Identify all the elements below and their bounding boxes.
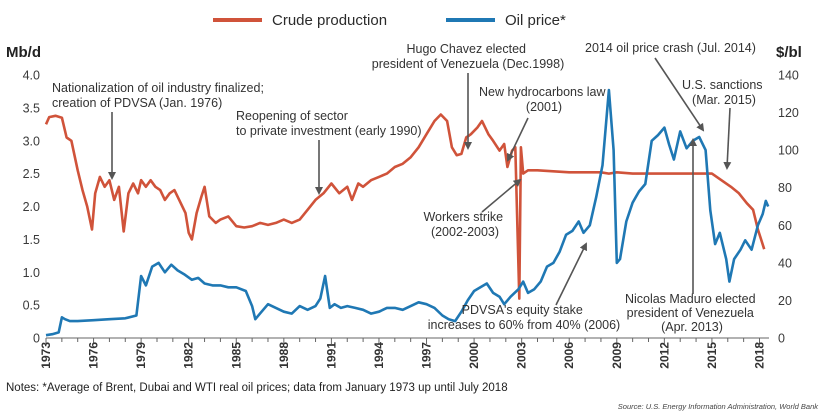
x-tick-label: 2018 — [752, 342, 766, 369]
series-oil-price-line — [45, 88, 770, 337]
y-right-tick-label: 0 — [778, 332, 785, 346]
y-right-tick-label: 100 — [778, 144, 799, 158]
arrow-hydrocarbons — [506, 117, 529, 162]
y-right-tick-label: 140 — [778, 69, 799, 83]
legend-crude-label: Crude production — [272, 12, 387, 29]
annotation-arrows — [108, 57, 732, 306]
x-tick-label: 2009 — [610, 342, 624, 369]
x-tick-label: 1973 — [39, 342, 53, 369]
chart-source: Source: U.S. Energy Information Administ… — [618, 402, 819, 411]
annotations: Nationalization of oil industry finalize… — [52, 41, 766, 334]
x-tick-label: 2003 — [515, 342, 529, 369]
legend-oil-label: Oil price* — [505, 12, 566, 29]
x-tick-label: 2006 — [562, 342, 576, 369]
x-axis-ticks: 1973 1976 1979 1982 1985 1988 1991 1994 1997 2000… — [39, 338, 766, 369]
y-right-tick-label: 40 — [778, 256, 792, 270]
x-tick-label: 1988 — [277, 342, 291, 369]
y-left-tick-label: 2.5 — [23, 167, 40, 181]
x-tick-label: 1994 — [372, 342, 386, 369]
arrow-strike — [481, 178, 522, 213]
x-tick-label: 2012 — [657, 342, 671, 369]
y-left-tick-label: 3.0 — [23, 134, 40, 148]
y-right-tick-label: 60 — [778, 219, 792, 233]
annotation-hydrocarbons: New hydrocarbons law (2001) — [479, 85, 609, 114]
y-left-tick-label: 2.0 — [23, 200, 40, 214]
x-tick-label: 1982 — [182, 342, 196, 369]
y-left-tick-label: 0 — [33, 332, 40, 346]
chart-notes: Notes: *Average of Brent, Dubai and WTI … — [6, 382, 508, 394]
y-left-tick-label: 1.5 — [23, 233, 40, 247]
arrow-equity-stake — [555, 242, 587, 306]
annotation-chavez: Hugo Chavez elected president of Venezue… — [372, 42, 565, 71]
annotation-reopening: Reopening of sector to private investmen… — [236, 109, 422, 138]
y-right-tick-label: 80 — [778, 181, 792, 195]
x-tick-label: 1976 — [87, 342, 101, 369]
y-left-tick-label: 4.0 — [23, 69, 40, 83]
annotation-strike: Workers strike (2002-2003) — [423, 210, 506, 239]
y-right-tick-label: 20 — [778, 294, 792, 308]
x-tick-label: 1985 — [229, 342, 243, 369]
arrow-sanctions — [723, 107, 732, 170]
annotation-price-crash: 2014 oil price crash (Jul. 2014) — [585, 41, 756, 55]
x-tick-label: 1991 — [324, 342, 338, 369]
annotation-sanctions: U.S. sanctions (Mar. 2015) — [682, 78, 766, 107]
annotation-maduro: Nicolas Maduro elected president of Vene… — [625, 292, 759, 334]
annotation-equity-stake: PDVSA's equity stake increases to 60% fr… — [428, 303, 620, 332]
x-tick-label: 1997 — [420, 342, 434, 369]
y-right-ticks: 0 20 40 60 80 100 120 140 — [778, 69, 799, 346]
x-tick-label: 2015 — [705, 342, 719, 369]
y-right-tick-label: 120 — [778, 106, 799, 120]
y-left-tick-label: 1.0 — [23, 266, 40, 280]
x-tick-label: 1979 — [134, 342, 148, 369]
y-right-title: $/bl — [776, 44, 802, 61]
y-left-ticks: 0 0.5 1.0 1.5 2.0 2.5 3.0 3.5 4.0 — [23, 69, 40, 346]
annotation-nationalization: Nationalization of oil industry finalize… — [52, 81, 267, 110]
series-crude-production-line — [44, 113, 766, 300]
x-tick-label: 2000 — [467, 342, 481, 369]
y-left-title: Mb/d — [6, 44, 41, 61]
y-left-tick-label: 3.5 — [23, 101, 40, 115]
arrow-price-crash — [654, 57, 705, 132]
legend: Crude production Oil price* — [213, 12, 566, 29]
y-left-tick-label: 0.5 — [23, 299, 40, 313]
